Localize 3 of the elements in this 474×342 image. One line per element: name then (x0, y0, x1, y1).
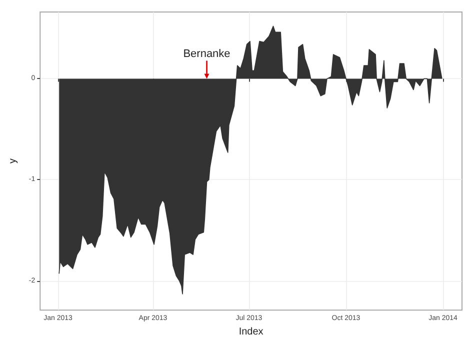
x-axis-title: Index (238, 326, 264, 338)
y-axis-title: y (8, 158, 18, 164)
annotation: Bernanke (183, 48, 230, 60)
